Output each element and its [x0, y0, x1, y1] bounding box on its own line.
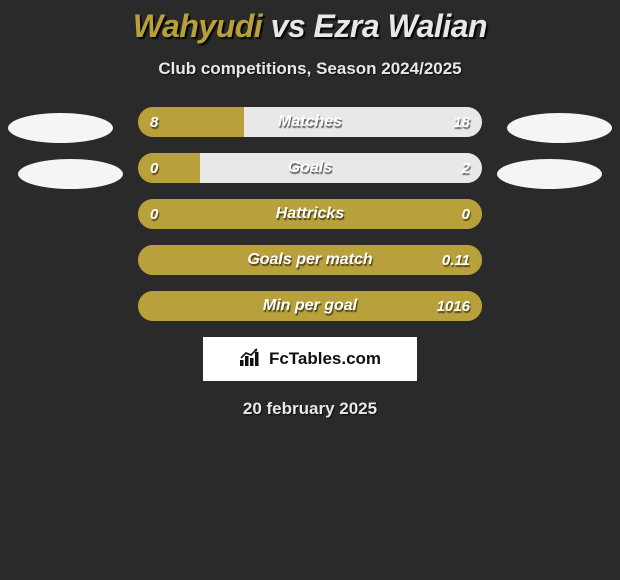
stat-right-value: 18 — [453, 107, 470, 137]
stat-label: Matches — [138, 107, 482, 137]
subtitle: Club competitions, Season 2024/2025 — [0, 59, 620, 79]
stat-row-goals-per-match: Goals per match 0.11 — [138, 245, 482, 275]
stat-right-value: 0 — [462, 199, 470, 229]
stat-row-min-per-goal: Min per goal 1016 — [138, 291, 482, 321]
comparison-title: Wahyudi vs Ezra Walian — [0, 0, 620, 45]
brand-box: FcTables.com — [203, 337, 417, 381]
chart-icon — [239, 347, 263, 372]
date-text: 20 february 2025 — [0, 399, 620, 419]
stat-right-value: 2 — [462, 153, 470, 183]
player2-name: Ezra Walian — [314, 8, 488, 44]
stat-right-value: 0.11 — [442, 245, 470, 275]
stat-row-goals: 0 Goals 2 — [138, 153, 482, 183]
stat-label: Goals — [138, 153, 482, 183]
brand-text: FcTables.com — [269, 349, 381, 369]
player1-name: Wahyudi — [133, 8, 262, 44]
stats-content: 8 Matches 18 0 Goals 2 0 Hattricks 0 Goa… — [0, 107, 620, 419]
vs-text: vs — [271, 8, 306, 44]
player2-badge-bottom — [497, 159, 602, 189]
player2-badge-top — [507, 113, 612, 143]
stat-row-hattricks: 0 Hattricks 0 — [138, 199, 482, 229]
stat-row-matches: 8 Matches 18 — [138, 107, 482, 137]
stat-label: Goals per match — [138, 245, 482, 275]
stat-right-value: 1016 — [437, 291, 470, 321]
player1-badge-bottom — [18, 159, 123, 189]
stat-label: Hattricks — [138, 199, 482, 229]
player1-badge-top — [8, 113, 113, 143]
stat-label: Min per goal — [138, 291, 482, 321]
stats-bars: 8 Matches 18 0 Goals 2 0 Hattricks 0 Goa… — [138, 107, 482, 321]
